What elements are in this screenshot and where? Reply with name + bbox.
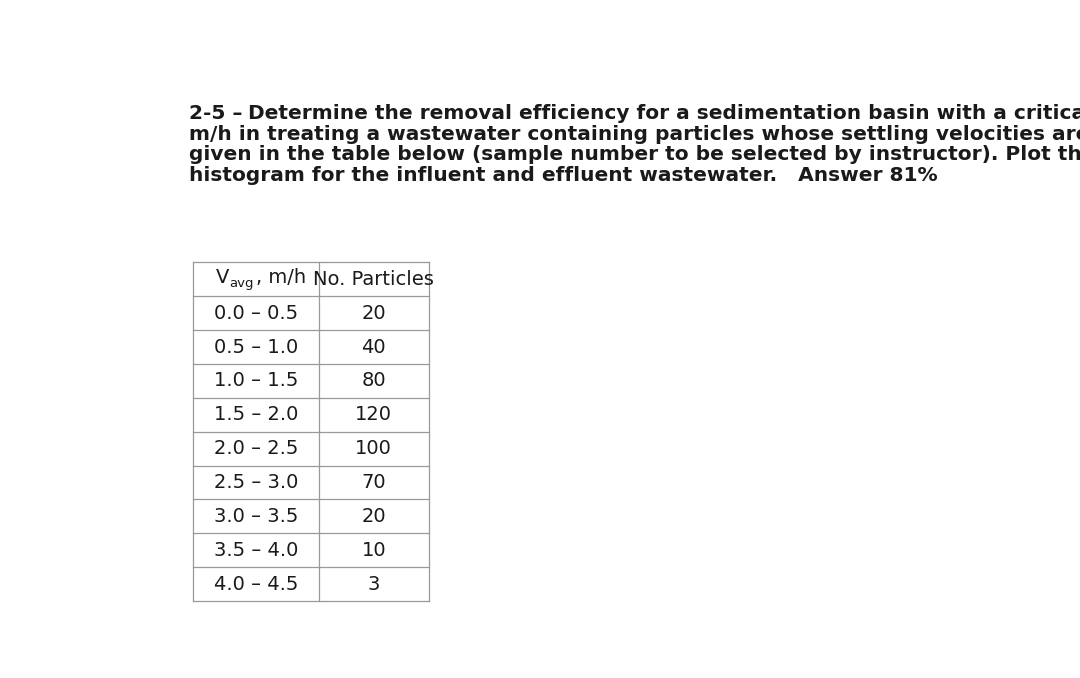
Text: 4.0 – 4.5: 4.0 – 4.5	[214, 575, 298, 594]
Text: 1.5 – 2.0: 1.5 – 2.0	[214, 405, 298, 424]
Text: V: V	[216, 268, 229, 287]
Text: 80: 80	[362, 372, 386, 391]
Text: histogram for the influent and effluent wastewater.   Answer 81%: histogram for the influent and effluent …	[189, 166, 937, 185]
Text: 20: 20	[362, 507, 386, 526]
Text: 0.0 – 0.5: 0.0 – 0.5	[214, 304, 298, 323]
Text: 2-5 –: 2-5 –	[189, 104, 243, 123]
Text: 120: 120	[355, 405, 392, 424]
Text: 3.0 – 3.5: 3.0 – 3.5	[214, 507, 298, 526]
Text: 3: 3	[367, 575, 380, 594]
Text: 3.5 – 4.0: 3.5 – 4.0	[214, 541, 298, 560]
Text: m/h in treating a wastewater containing particles whose settling velocities are : m/h in treating a wastewater containing …	[189, 125, 1080, 144]
Text: No. Particles: No. Particles	[313, 270, 434, 289]
Text: given in the table below (sample number to be selected by instructor). Plot the : given in the table below (sample number …	[189, 145, 1080, 164]
Text: , m/h: , m/h	[256, 268, 306, 287]
Text: 10: 10	[362, 541, 386, 560]
Text: 20: 20	[362, 304, 386, 323]
Text: 0.5 – 1.0: 0.5 – 1.0	[214, 338, 298, 357]
Text: 2.0 – 2.5: 2.0 – 2.5	[214, 439, 298, 458]
Text: Determine the removal efficiency for a sedimentation basin with a critical veloc: Determine the removal efficiency for a s…	[241, 104, 1080, 123]
Text: avg: avg	[229, 277, 254, 290]
Text: 100: 100	[355, 439, 392, 458]
Text: 70: 70	[362, 473, 386, 492]
Text: 2.5 – 3.0: 2.5 – 3.0	[214, 473, 298, 492]
Text: 1.0 – 1.5: 1.0 – 1.5	[214, 372, 298, 391]
Text: 40: 40	[362, 338, 386, 357]
